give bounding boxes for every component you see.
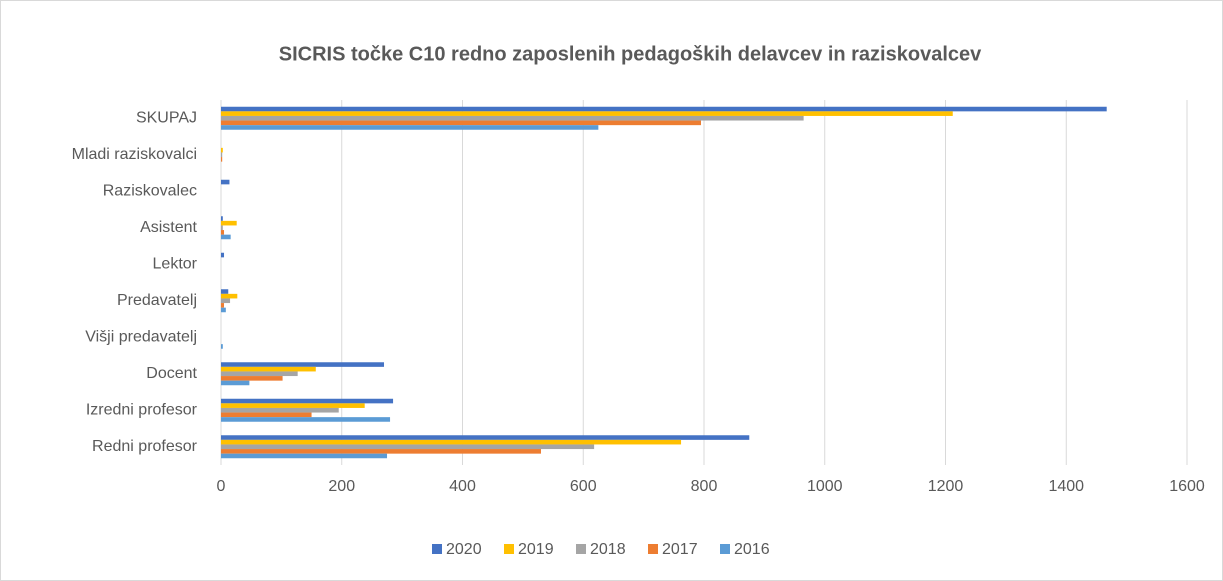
y-tick-label: Lektor <box>153 255 198 272</box>
x-tick-label: 1600 <box>1169 478 1205 495</box>
chart-title: SICRIS točke C10 redno zaposlenih pedago… <box>279 43 982 65</box>
x-tick-label: 200 <box>328 478 355 495</box>
bar <box>221 298 231 304</box>
bar <box>221 412 312 418</box>
y-tick-label: Višji predavatelj <box>85 328 197 345</box>
bar <box>221 216 223 221</box>
legend-swatch <box>576 544 586 554</box>
y-tick-label: Raziskovalec <box>103 182 197 199</box>
x-tick-label: 0 <box>217 478 226 495</box>
y-tick-label: Redni profesor <box>92 438 198 455</box>
x-tick-label: 800 <box>691 478 718 495</box>
bar <box>221 157 223 162</box>
bar <box>221 435 750 440</box>
bar <box>221 439 682 445</box>
bar <box>221 398 394 404</box>
bar <box>221 147 223 153</box>
bar <box>221 444 595 450</box>
legend-label: 2019 <box>518 541 554 558</box>
x-tick-label: 400 <box>449 478 476 495</box>
bar <box>221 179 230 185</box>
y-tick-label: SKUPAJ <box>136 109 197 126</box>
bar <box>221 362 385 367</box>
y-tick-label: Predavatelj <box>117 292 197 309</box>
bar <box>221 115 804 121</box>
bar <box>221 234 231 240</box>
bar <box>221 307 226 313</box>
y-tick-label: Docent <box>146 365 197 382</box>
legend-label: 2020 <box>446 541 482 558</box>
bar <box>221 376 283 381</box>
bar <box>221 106 1107 112</box>
bar <box>221 403 365 408</box>
bar <box>221 371 298 377</box>
bar <box>221 449 541 454</box>
bar <box>221 366 316 372</box>
legend-label: 2016 <box>734 541 770 558</box>
bar <box>221 344 223 349</box>
bar <box>221 293 238 299</box>
legend-swatch <box>432 544 442 554</box>
bar <box>221 380 250 386</box>
bar <box>221 152 223 158</box>
bar <box>221 252 225 258</box>
bar <box>221 220 237 226</box>
bar <box>221 407 339 413</box>
x-tick-label: 1200 <box>928 478 964 495</box>
legend-label: 2018 <box>590 541 626 558</box>
x-tick-label: 1000 <box>807 478 843 495</box>
bar <box>221 225 223 231</box>
bar <box>221 120 701 126</box>
x-tick-label: 600 <box>570 478 597 495</box>
bar <box>221 125 599 130</box>
legend-label: 2017 <box>662 541 698 558</box>
y-tick-label: Izredni profesor <box>86 401 198 418</box>
bar <box>221 453 388 459</box>
x-tick-label: 1400 <box>1048 478 1084 495</box>
y-tick-label: Asistent <box>140 219 197 236</box>
bar <box>221 111 953 116</box>
bar <box>221 417 391 422</box>
legend-swatch <box>720 544 730 554</box>
legend-swatch <box>648 544 658 554</box>
bar <box>221 230 225 235</box>
legend-swatch <box>504 544 514 554</box>
bar <box>221 303 225 308</box>
bar <box>221 289 229 294</box>
y-tick-label: Mladi raziskovalci <box>72 146 197 163</box>
